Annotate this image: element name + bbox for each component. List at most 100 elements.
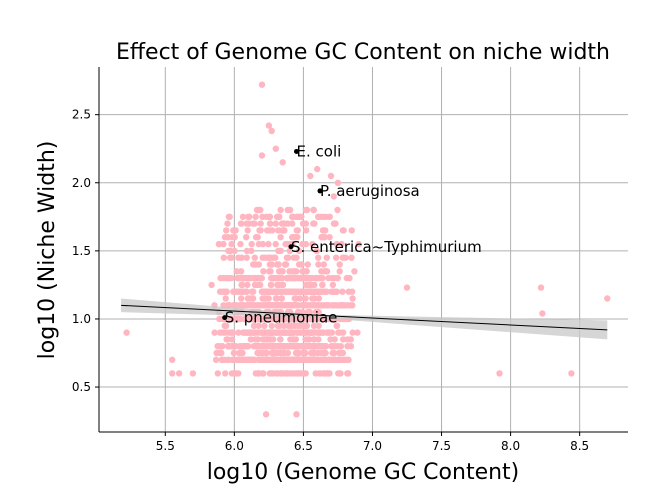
data-point xyxy=(354,329,361,336)
data-point xyxy=(315,336,322,343)
data-point xyxy=(248,288,256,295)
data-point xyxy=(496,370,503,377)
data-point xyxy=(266,268,273,275)
data-point xyxy=(259,240,266,248)
data-point xyxy=(326,234,333,241)
data-point xyxy=(302,240,310,248)
data-point xyxy=(313,247,321,255)
annotation-label: E. coli xyxy=(297,142,342,160)
data-point xyxy=(272,145,279,152)
data-point xyxy=(252,336,259,343)
data-point xyxy=(296,329,304,336)
data-point xyxy=(329,281,337,289)
data-point xyxy=(280,349,287,357)
data-point xyxy=(330,356,338,363)
data-point xyxy=(288,343,295,350)
data-point xyxy=(220,254,227,261)
data-point xyxy=(240,329,248,336)
regression-line xyxy=(121,298,608,340)
annotation-label: S. pneumoniae xyxy=(225,309,338,327)
x-tick-label: 6.0 xyxy=(225,439,244,453)
data-point xyxy=(315,261,322,268)
data-point xyxy=(259,254,266,261)
data-point xyxy=(276,329,283,336)
x-tick-label: 5.5 xyxy=(156,439,175,453)
data-point xyxy=(284,220,291,227)
data-point xyxy=(330,220,338,227)
data-point xyxy=(263,356,270,363)
data-point xyxy=(302,295,309,302)
data-points xyxy=(123,81,611,418)
data-point xyxy=(228,254,235,261)
data-point xyxy=(293,227,300,234)
x-axis-label: log10 (Genome GC Content) xyxy=(207,460,520,485)
data-point xyxy=(319,281,326,289)
data-point xyxy=(294,213,302,220)
confidence-band xyxy=(121,298,608,340)
data-point xyxy=(301,268,308,275)
data-point xyxy=(330,349,338,357)
data-point xyxy=(302,220,309,227)
data-point xyxy=(328,343,336,350)
data-point xyxy=(279,281,287,289)
data-point xyxy=(349,329,356,336)
y-tick-label: 0.5 xyxy=(72,380,91,394)
data-point xyxy=(315,295,322,302)
data-point xyxy=(345,288,352,295)
annotated-point xyxy=(294,148,300,154)
data-point xyxy=(310,322,318,329)
data-point xyxy=(243,247,251,255)
data-point xyxy=(337,343,345,350)
data-point xyxy=(272,295,280,302)
data-point xyxy=(340,336,347,343)
data-point xyxy=(349,295,356,302)
data-point xyxy=(325,274,332,282)
annotation-label: S. enterica~Typhimurium xyxy=(291,238,482,256)
y-tick-label: 1.5 xyxy=(72,244,91,258)
data-point xyxy=(255,206,262,214)
data-point xyxy=(323,268,331,275)
data-point xyxy=(336,370,343,377)
data-point xyxy=(339,302,347,309)
data-point xyxy=(221,234,229,241)
data-point xyxy=(262,411,270,418)
data-point xyxy=(261,322,268,329)
data-point xyxy=(299,302,306,309)
data-point xyxy=(277,288,284,295)
data-point xyxy=(287,336,294,343)
data-point xyxy=(257,220,264,227)
data-point xyxy=(309,295,316,302)
data-point xyxy=(237,240,244,248)
data-point xyxy=(214,343,221,350)
data-point xyxy=(266,213,274,220)
data-point xyxy=(224,336,231,343)
data-point xyxy=(258,329,265,336)
data-point xyxy=(279,159,286,166)
data-point xyxy=(265,122,273,129)
data-point xyxy=(251,356,258,363)
data-point xyxy=(233,268,240,275)
data-point xyxy=(332,254,340,261)
data-point xyxy=(292,234,299,241)
data-point xyxy=(334,274,341,282)
data-point xyxy=(255,274,262,282)
data-point xyxy=(208,281,215,289)
data-point xyxy=(334,179,342,186)
y-tick-label: 1.0 xyxy=(72,312,91,326)
data-point xyxy=(308,302,315,309)
data-point xyxy=(241,356,248,363)
data-point xyxy=(333,322,341,329)
data-point xyxy=(261,336,268,343)
data-point xyxy=(272,240,279,248)
data-point xyxy=(272,349,279,357)
data-point xyxy=(285,329,292,336)
data-point xyxy=(251,254,258,261)
data-point xyxy=(403,284,411,291)
data-point xyxy=(325,370,332,377)
data-point xyxy=(303,329,310,336)
data-point xyxy=(323,302,330,309)
data-point xyxy=(222,322,230,329)
data-point xyxy=(284,206,291,214)
data-point xyxy=(313,356,320,363)
data-point xyxy=(286,247,293,255)
